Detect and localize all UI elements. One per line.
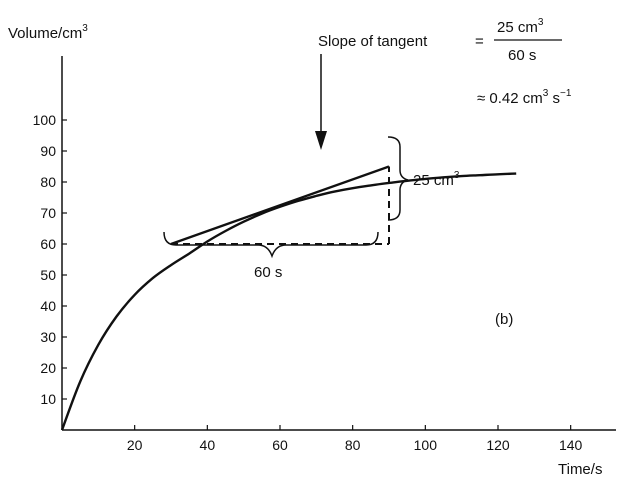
approx-value-sup2: −1 bbox=[560, 88, 572, 99]
x-tick-label: 120 bbox=[486, 437, 510, 453]
run-brace bbox=[163, 231, 379, 259]
tangent-line bbox=[170, 165, 390, 246]
x-tick-label: 40 bbox=[200, 437, 216, 453]
y-tick-label: 100 bbox=[33, 112, 57, 128]
y-tick-label: 30 bbox=[40, 329, 56, 345]
x-tick-label: 140 bbox=[559, 437, 583, 453]
slope-of-tangent-text: Slope of tangent bbox=[318, 33, 428, 50]
y-tick-label: 50 bbox=[40, 267, 56, 283]
approx-value: ≈ 0.42 cm3 s−1 bbox=[477, 88, 572, 107]
x-tick-label: 80 bbox=[345, 437, 361, 453]
x-tick-label: 60 bbox=[272, 437, 288, 453]
y-tick-label: 90 bbox=[40, 143, 56, 159]
y-axis-label: Volume/cm3 bbox=[8, 23, 88, 42]
y-tick-label: 10 bbox=[40, 391, 56, 407]
approx-value-mid: s bbox=[548, 90, 560, 107]
pointer-arrow-head bbox=[315, 131, 327, 150]
rise-label-main: 25 cm bbox=[413, 172, 454, 189]
y-tick-label: 60 bbox=[40, 236, 56, 252]
rise-brace bbox=[387, 136, 409, 221]
approx-value-sup1: 3 bbox=[543, 88, 549, 99]
fraction-numerator-main: 25 cm bbox=[497, 19, 538, 36]
x-axis-label: Time/s bbox=[558, 461, 602, 478]
y-tick-label: 70 bbox=[40, 205, 56, 221]
x-tick-label: 20 bbox=[127, 437, 143, 453]
y-axis-label-sup: 3 bbox=[82, 23, 88, 34]
y-axis-ticks: 10 20 30 40 50 60 70 80 90 100 bbox=[33, 112, 67, 407]
panel-label: (b) bbox=[495, 311, 513, 328]
rise-label-sup: 3 bbox=[454, 170, 460, 181]
equals-sign: = bbox=[475, 33, 484, 50]
y-axis-label-main: Volume/cm bbox=[8, 25, 82, 42]
fraction-numerator: 25 cm3 bbox=[497, 17, 544, 36]
fraction-denominator: 60 s bbox=[508, 47, 536, 64]
x-tick-label: 100 bbox=[414, 437, 438, 453]
y-tick-label: 20 bbox=[40, 360, 56, 376]
run-label: 60 s bbox=[254, 264, 282, 281]
approx-value-main: ≈ 0.42 cm bbox=[477, 90, 543, 107]
rise-label: 25 cm3 bbox=[413, 170, 460, 189]
y-tick-label: 80 bbox=[40, 174, 56, 190]
fraction-numerator-sup: 3 bbox=[538, 17, 544, 28]
x-axis-ticks: 20 40 60 80 100 120 140 bbox=[127, 425, 583, 453]
y-tick-label: 40 bbox=[40, 298, 56, 314]
volume-curve bbox=[60, 172, 517, 431]
